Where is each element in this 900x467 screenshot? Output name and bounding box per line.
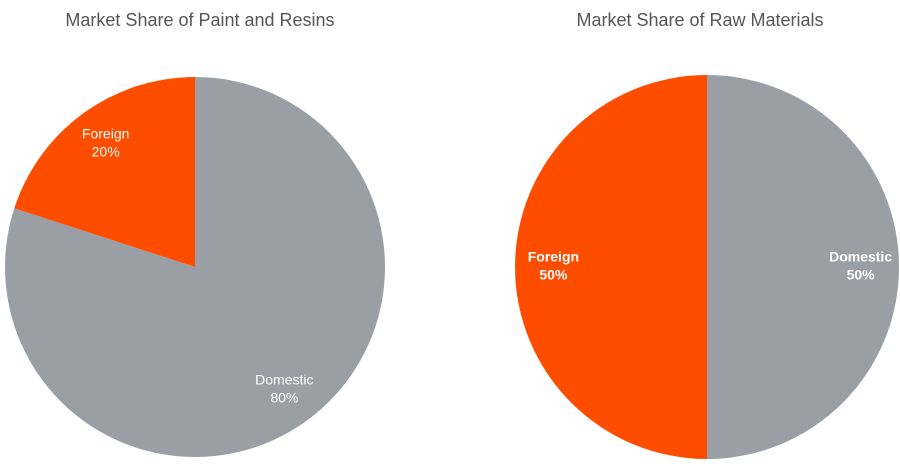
pie-chart: Market Share of Raw Materials Domestic 50%… (515, 10, 899, 459)
slice-value-label: 50% (847, 267, 876, 283)
pie-slice (14, 77, 196, 267)
pie-chart: Market Share of Paint and Resins Domestic… (5, 10, 386, 457)
slice-label: Foreign (528, 249, 579, 265)
slice-label: Domestic (255, 372, 313, 388)
chart-title: Market Share of Paint and Resins (65, 10, 334, 30)
chart-title: Market Share of Raw Materials (576, 10, 823, 30)
pie-slice (515, 75, 707, 459)
slice-label: Foreign (82, 126, 129, 142)
slice-value-label: 80% (270, 390, 298, 406)
slice-value-label: 20% (92, 144, 120, 160)
slice-label: Domestic (829, 249, 892, 265)
pie-slice (707, 75, 899, 459)
slice-value-label: 50% (539, 267, 568, 283)
